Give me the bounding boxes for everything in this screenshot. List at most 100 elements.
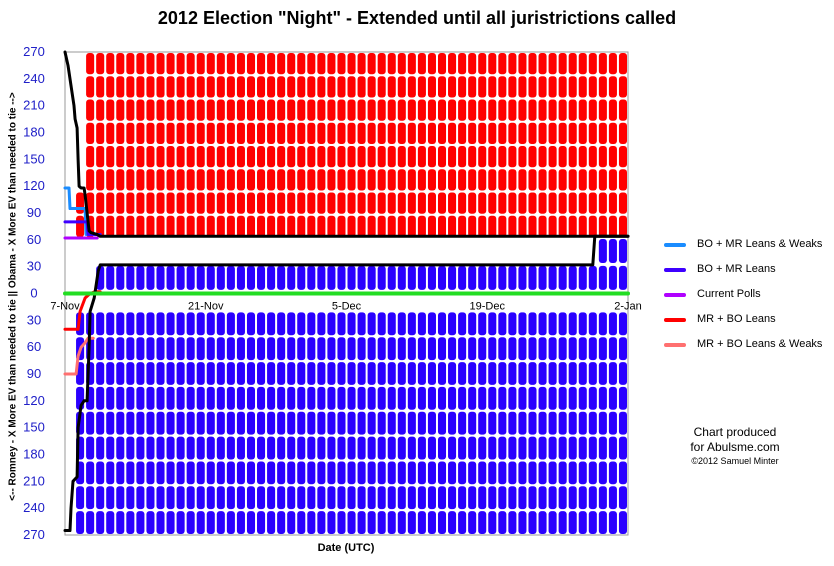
obama-fill-block — [478, 146, 487, 168]
obama-fill-block — [488, 53, 497, 75]
obama-fill-block — [448, 215, 457, 238]
obama-fill-block — [257, 192, 266, 214]
romney-fill-block — [76, 486, 85, 510]
obama-fill-block — [538, 169, 547, 191]
obama-fill-block — [518, 99, 527, 121]
romney-fill-block — [568, 436, 577, 460]
obama-fill-block — [166, 192, 175, 214]
romney-fill-block — [558, 337, 567, 361]
romney-fill-block — [377, 362, 386, 385]
romney-fill-block — [588, 486, 597, 510]
romney-fill-block — [448, 337, 457, 361]
romney-fill-block — [226, 511, 235, 534]
obama-fill-block — [347, 53, 356, 75]
romney-fill-block — [608, 386, 617, 410]
obama-fill-block — [186, 76, 195, 98]
romney-fill-block — [236, 436, 245, 460]
obama-fill-block — [397, 192, 406, 214]
romney-fill-block — [518, 386, 527, 410]
romney-fill-block — [216, 362, 225, 385]
romney-fill-block — [417, 436, 426, 460]
romney-fill-block — [427, 386, 436, 410]
obama-fill-block — [488, 146, 497, 168]
credit-line-2: for Abulsme.com — [690, 440, 780, 454]
romney-fill-block — [427, 411, 436, 435]
obama-fill-block — [377, 122, 386, 145]
romney-fill-block — [478, 312, 487, 336]
obama-fill-block — [387, 53, 396, 75]
obama-fill-block — [347, 146, 356, 168]
romney-fill-block — [307, 486, 316, 510]
romney-fill-block — [206, 312, 215, 336]
romney-fill-block — [96, 411, 105, 435]
obama-fill-block — [106, 169, 115, 191]
obama-fill-block — [277, 99, 286, 121]
romney-fill-block — [216, 337, 225, 361]
obama-fill-block — [267, 53, 276, 75]
obama-fill-block — [367, 169, 376, 191]
romney-fill-block — [136, 461, 145, 485]
romney-fill-block — [357, 486, 366, 510]
romney-fill-block — [307, 386, 316, 410]
romney-fill-block — [186, 461, 195, 485]
obama-fill-block — [136, 146, 145, 168]
obama-fill-block — [407, 122, 416, 145]
obama-fill-block — [206, 192, 215, 214]
obama-fill-block — [387, 146, 396, 168]
romney-fill-block — [337, 312, 346, 336]
romney-fill-block — [257, 486, 266, 510]
obama-fill-block — [608, 76, 617, 98]
romney-fill-block — [448, 511, 457, 534]
y-tick-label: 240 — [23, 500, 45, 515]
obama-fill-block — [618, 146, 627, 168]
obama-fill-block — [317, 169, 326, 191]
obama-fill-block — [488, 122, 497, 145]
obama-fill-block — [267, 215, 276, 238]
obama-fill-block — [287, 122, 296, 145]
romney-fill-block — [608, 265, 617, 290]
romney-fill-block — [578, 511, 587, 534]
obama-fill-block — [397, 215, 406, 238]
obama-fill-block — [528, 76, 537, 98]
y-tick-label: 270 — [23, 527, 45, 542]
romney-fill-block — [156, 265, 165, 290]
obama-fill-block — [116, 146, 125, 168]
romney-fill-block — [347, 362, 356, 385]
romney-fill-block — [608, 337, 617, 361]
obama-fill-block — [548, 53, 557, 75]
obama-fill-block — [548, 146, 557, 168]
obama-fill-block — [216, 76, 225, 98]
obama-fill-block — [618, 122, 627, 145]
obama-fill-block — [216, 53, 225, 75]
romney-fill-block — [377, 461, 386, 485]
romney-fill-block — [387, 312, 396, 336]
obama-fill-block — [327, 122, 336, 145]
obama-fill-block — [337, 99, 346, 121]
obama-fill-block — [387, 99, 396, 121]
romney-fill-block — [126, 461, 135, 485]
romney-fill-block — [166, 511, 175, 534]
obama-fill-block — [417, 215, 426, 238]
obama-fill-block — [337, 122, 346, 145]
obama-fill-block — [116, 122, 125, 145]
obama-fill-block — [608, 192, 617, 214]
obama-fill-block — [578, 99, 587, 121]
romney-fill-block — [488, 461, 497, 485]
romney-fill-block — [297, 265, 306, 290]
romney-fill-block — [488, 337, 497, 361]
romney-fill-block — [206, 511, 215, 534]
romney-fill-block — [126, 411, 135, 435]
obama-fill-block — [598, 122, 607, 145]
obama-fill-block — [427, 53, 436, 75]
y-tick-label: 150 — [23, 151, 45, 166]
romney-fill-block — [136, 511, 145, 534]
romney-fill-block — [518, 511, 527, 534]
romney-fill-block — [257, 511, 266, 534]
romney-fill-block — [498, 265, 507, 290]
romney-fill-block — [257, 386, 266, 410]
obama-fill-block — [588, 53, 597, 75]
obama-fill-block — [166, 215, 175, 238]
romney-fill-block — [246, 486, 256, 510]
romney-fill-block — [267, 436, 276, 460]
romney-fill-block — [387, 265, 396, 290]
